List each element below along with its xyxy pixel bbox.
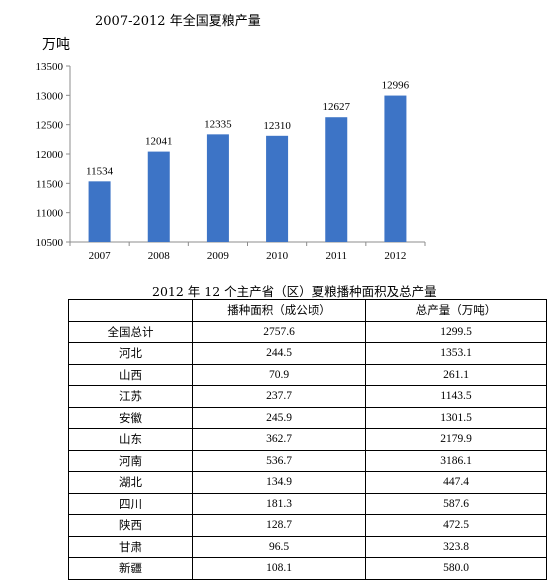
area-cell: 536.7	[192, 449, 366, 472]
data-label: 12627	[323, 101, 351, 113]
area-cell: 96.5	[192, 535, 366, 558]
data-label: 12996	[382, 80, 410, 92]
data-label: 11534	[86, 165, 114, 177]
output-cell: 472.5	[365, 514, 547, 537]
bar	[206, 134, 229, 242]
table-header-cell: 总产量（万吨）	[365, 299, 547, 322]
bar	[147, 151, 170, 242]
table-row: 湖北 134.9 447.4	[68, 471, 547, 494]
table-row: 陕西 128.7 472.5	[68, 514, 547, 537]
data-label: 12310	[263, 120, 291, 132]
y-tick-label: 10500	[36, 237, 64, 249]
table-row: 安徽 245.9 1301.5	[68, 406, 547, 429]
data-labels: 11534 12041 12335 12310 12627 12996	[86, 80, 410, 178]
x-tick-label: 2007	[89, 250, 112, 262]
x-tick-label: 2010	[266, 250, 289, 262]
bar-chart: 10500 11000 11500 12000 12500 13000 13500 2007…	[36, 61, 426, 262]
region-cell: 安徽	[68, 406, 193, 429]
output-cell: 2179.9	[365, 428, 547, 451]
region-cell: 全国总计	[68, 320, 193, 343]
x-tick-label: 2011	[325, 250, 347, 262]
region-cell: 山东	[68, 428, 193, 451]
area-cell: 244.5	[192, 342, 366, 365]
bar	[384, 95, 407, 243]
x-tick-label: 2009	[207, 250, 230, 262]
data-table: 播种面积（成公顷） 总产量（万吨） 全国总计 2757.6 1299.5 河北 244.…	[68, 299, 547, 580]
output-cell: 1299.5	[365, 320, 547, 343]
table-row: 江苏 237.7 1143.5	[68, 385, 547, 408]
data-label: 12335	[204, 118, 232, 130]
area-cell: 128.7	[192, 514, 366, 537]
table-row: 河北 244.5 1353.1	[68, 342, 547, 365]
area-cell: 108.1	[192, 557, 366, 580]
region-cell: 湖北	[68, 471, 193, 494]
region-cell: 江苏	[68, 385, 193, 408]
y-tick-label: 12000	[36, 149, 64, 161]
table-row: 新疆 108.1 580.0	[68, 557, 547, 580]
output-cell: 1353.1	[365, 342, 547, 365]
area-cell: 362.7	[192, 428, 366, 451]
bars	[88, 95, 407, 243]
area-cell: 70.9	[192, 363, 366, 386]
table-header-cell: 播种面积（成公顷）	[192, 299, 366, 322]
region-cell: 河南	[68, 449, 193, 472]
bar	[266, 135, 289, 242]
bar	[88, 181, 111, 242]
table-header-cell	[68, 299, 193, 322]
y-tick-label: 13000	[36, 90, 64, 102]
area-cell: 237.7	[192, 385, 366, 408]
table-row: 河南 536.7 3186.1	[68, 449, 547, 472]
bar	[325, 117, 348, 242]
y-tick-label: 11000	[36, 208, 64, 220]
y-tick-label: 13500	[36, 61, 64, 73]
region-cell: 山西	[68, 363, 193, 386]
table-row: 山东 362.7 2179.9	[68, 428, 547, 451]
data-label: 12041	[145, 136, 173, 148]
table-row: 山西 70.9 261.1	[68, 363, 547, 386]
output-cell: 580.0	[365, 557, 547, 580]
output-cell: 447.4	[365, 471, 547, 494]
output-cell: 587.6	[365, 492, 547, 515]
y-axis: 10500 11000 11500 12000 12500 13000 13500	[36, 61, 71, 249]
area-cell: 2757.6	[192, 320, 366, 343]
area-cell: 245.9	[192, 406, 366, 429]
output-cell: 3186.1	[365, 449, 547, 472]
area-cell: 181.3	[192, 492, 366, 515]
table-title: 2012 年 12 个主产省（区）夏粮播种面积及总产量	[152, 284, 437, 299]
table-row: 四川 181.3 587.6	[68, 492, 547, 515]
region-cell: 河北	[68, 342, 193, 365]
output-cell: 1143.5	[365, 385, 547, 408]
y-tick-label: 11500	[36, 178, 64, 190]
region-cell: 陕西	[68, 514, 193, 537]
output-cell: 261.1	[365, 363, 547, 386]
output-cell: 323.8	[365, 535, 547, 558]
chart-title: 2007-2012 年全国夏粮产量	[95, 14, 261, 29]
table-body: 全国总计 2757.6 1299.5 河北 244.5 1353.1 山西 70.9 261.1…	[68, 320, 547, 580]
table-header-row: 播种面积（成公顷） 总产量（万吨）	[68, 299, 547, 322]
y-axis-unit-label: 万吨	[42, 37, 70, 53]
x-tick-label: 2008	[148, 250, 171, 262]
y-tick-label: 12500	[36, 120, 64, 132]
table-row: 全国总计 2757.6 1299.5	[68, 320, 547, 343]
area-cell: 134.9	[192, 471, 366, 494]
x-axis: 2007 2008 2009 2010 2011 2012	[69, 241, 426, 262]
output-cell: 1301.5	[365, 406, 547, 429]
region-cell: 四川	[68, 492, 193, 515]
table-row: 甘肃 96.5 323.8	[68, 535, 547, 558]
region-cell: 新疆	[68, 557, 193, 580]
region-cell: 甘肃	[68, 535, 193, 558]
x-tick-label: 2012	[384, 250, 406, 262]
